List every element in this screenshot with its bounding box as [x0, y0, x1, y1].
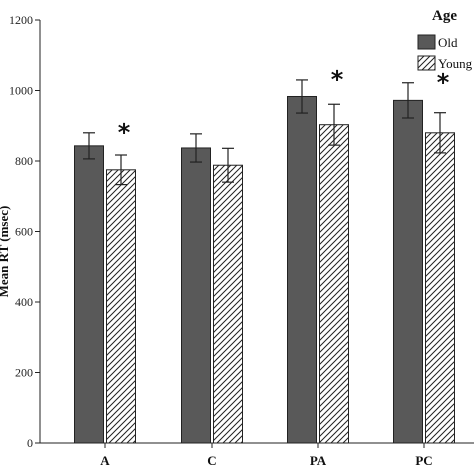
- y-tick-label: 800: [15, 154, 33, 168]
- x-tick-label: PC: [415, 453, 432, 468]
- x-tick-label: A: [100, 453, 110, 468]
- legend-swatch-young: [417, 55, 436, 71]
- bar-old-c: [181, 147, 211, 444]
- bar-old-pc: [393, 99, 423, 444]
- bar-young-pa: [319, 124, 349, 444]
- significance-star: *: [118, 118, 131, 146]
- significance-star: *: [437, 68, 450, 96]
- y-axis-label: Mean RT (msec): [0, 206, 11, 298]
- legend-label-old: Old: [438, 35, 458, 50]
- bar-young-pc: [425, 132, 455, 444]
- bar-old-pa: [287, 95, 317, 444]
- significance-star: *: [331, 65, 344, 93]
- y-tick-label: 200: [15, 366, 33, 380]
- bar-young-a: [106, 169, 136, 444]
- legend-label-young: Young: [438, 56, 473, 71]
- bar-young-c: [213, 164, 243, 444]
- x-tick-label: PA: [310, 453, 327, 468]
- legend-swatch-old: [417, 34, 436, 50]
- legend-title: Age: [432, 8, 457, 24]
- y-tick-label: 1200: [9, 13, 33, 27]
- x-tick-label: C: [207, 453, 216, 468]
- y-tick-label: 0: [27, 436, 33, 450]
- y-tick-label: 600: [15, 225, 33, 239]
- y-tick-label: 400: [15, 295, 33, 309]
- bar-old-a: [74, 145, 104, 444]
- y-tick-label: 1000: [9, 84, 33, 98]
